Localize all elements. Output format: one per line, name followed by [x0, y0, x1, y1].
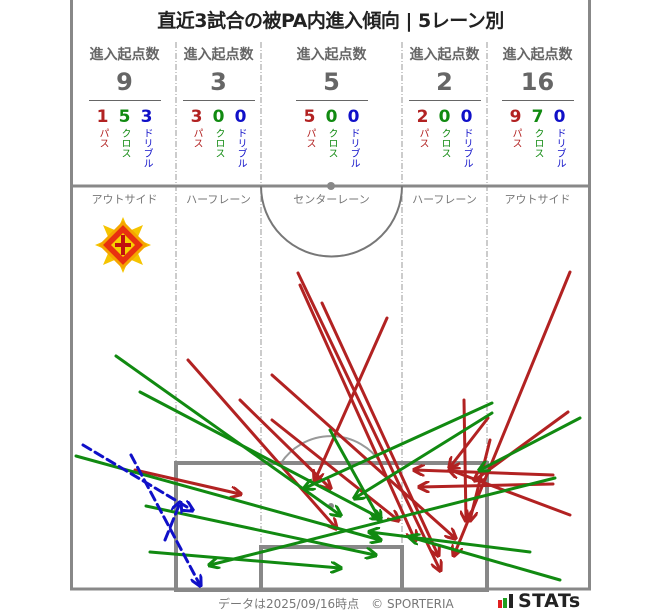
- dribble-count: 0 ドリブル: [234, 107, 247, 168]
- arrow-layer: [74, 270, 582, 585]
- lane-label-center: センターレーン: [293, 193, 370, 206]
- lane-label-halfspace-right: ハーフレーン: [412, 193, 477, 206]
- dribble-count: 0 ドリブル: [460, 107, 473, 168]
- pass-count: 3 パス: [190, 107, 203, 148]
- divider: [408, 100, 481, 101]
- lane-total: 9: [116, 68, 133, 96]
- lane-label-outside-left: アウトサイド: [91, 193, 158, 206]
- pass-arrow: [186, 358, 336, 528]
- pass-arrow: [270, 418, 398, 520]
- lane-total: 16: [520, 68, 555, 96]
- cross-arrow: [144, 504, 375, 555]
- divider: [182, 100, 255, 101]
- lane-summary-halfspace-left: 進入起点数 3 3 パス 0 クロス 0 ドリブル: [176, 40, 261, 186]
- cross-arrow: [370, 532, 532, 554]
- lane-summary: 進入起点数 9 1 パス 5 クロス 3 ドリブル 進入起点数 3 3 パス 0 クロス …: [73, 40, 588, 186]
- cross-count: 5 クロス: [118, 107, 131, 158]
- lane-header: 進入起点数: [502, 47, 573, 63]
- lane-header: 進入起点数: [296, 47, 367, 63]
- center-spot: [327, 182, 335, 190]
- chart-title: 直近3試合の被PA内進入傾向 | 5レーン別: [157, 10, 504, 32]
- pass-count: 2 パス: [416, 107, 429, 148]
- pass-count: 1 パス: [96, 107, 109, 148]
- cross-arrow: [355, 411, 494, 498]
- dribble-count: 3 ドリブル: [140, 107, 153, 168]
- cross-count: 7 クロス: [531, 107, 544, 158]
- divider: [501, 100, 574, 101]
- lane-header: 進入起点数: [183, 47, 254, 63]
- dribble-count: 0 ドリブル: [347, 107, 360, 168]
- pass-arrow: [315, 316, 389, 480]
- cross-count: 0 クロス: [325, 107, 338, 158]
- lane-summary-outside-right: 進入起点数 16 9 パス 7 クロス 0 ドリブル: [487, 40, 588, 186]
- divider: [295, 100, 368, 101]
- dribble-count: 0 ドリブル: [553, 107, 566, 168]
- data-date-footer: データは2025/09/16時点 © SPORTERIA: [218, 597, 454, 611]
- cross-arrow: [148, 550, 340, 568]
- lane-total: 3: [210, 68, 227, 96]
- center-circle: [260, 185, 403, 258]
- lane-total: 2: [436, 68, 453, 96]
- cross-arrow: [480, 416, 582, 470]
- pass-arrow: [470, 438, 492, 520]
- lane-summary-outside-left: 進入起点数 9 1 パス 5 クロス 3 ドリブル: [73, 40, 176, 186]
- lane-summary-center: 進入起点数 5 5 パス 0 クロス 0 ドリブル: [261, 40, 402, 186]
- pass-arrow: [296, 271, 440, 570]
- cross-count: 0 クロス: [212, 107, 225, 158]
- dribble-arrow: [163, 503, 180, 542]
- pass-count: 5 パス: [303, 107, 316, 148]
- pass-count: 9 パス: [509, 107, 522, 148]
- pass-arrow: [298, 283, 415, 540]
- dribble-arrow: [129, 453, 200, 585]
- pass-arrow: [450, 416, 490, 467]
- lane-header: 進入起点数: [409, 47, 480, 63]
- cross-arrow: [138, 390, 380, 518]
- cross-arrow: [210, 476, 557, 565]
- lane-summary-halfspace-right: 進入起点数 2 2 パス 0 クロス 0 ドリブル: [402, 40, 487, 186]
- lane-label-halfspace-left: ハーフレーン: [186, 193, 251, 206]
- pass-arrow: [133, 468, 240, 494]
- divider: [88, 100, 161, 101]
- pass-arrow: [450, 470, 572, 517]
- cross-arrow: [410, 537, 562, 582]
- cross-arrow: [328, 428, 380, 520]
- stats-logo-icon: [498, 594, 513, 608]
- lane-header: 進入起点数: [89, 47, 160, 63]
- chart-frame: [70, 0, 591, 590]
- lane-total: 5: [323, 68, 340, 96]
- cross-count: 0 クロス: [438, 107, 451, 158]
- stats-logo: STATs: [498, 590, 581, 612]
- lane-label-outside-right: アウトサイド: [504, 193, 571, 206]
- team-crest-icon: [95, 217, 151, 273]
- cross-arrow: [305, 401, 494, 488]
